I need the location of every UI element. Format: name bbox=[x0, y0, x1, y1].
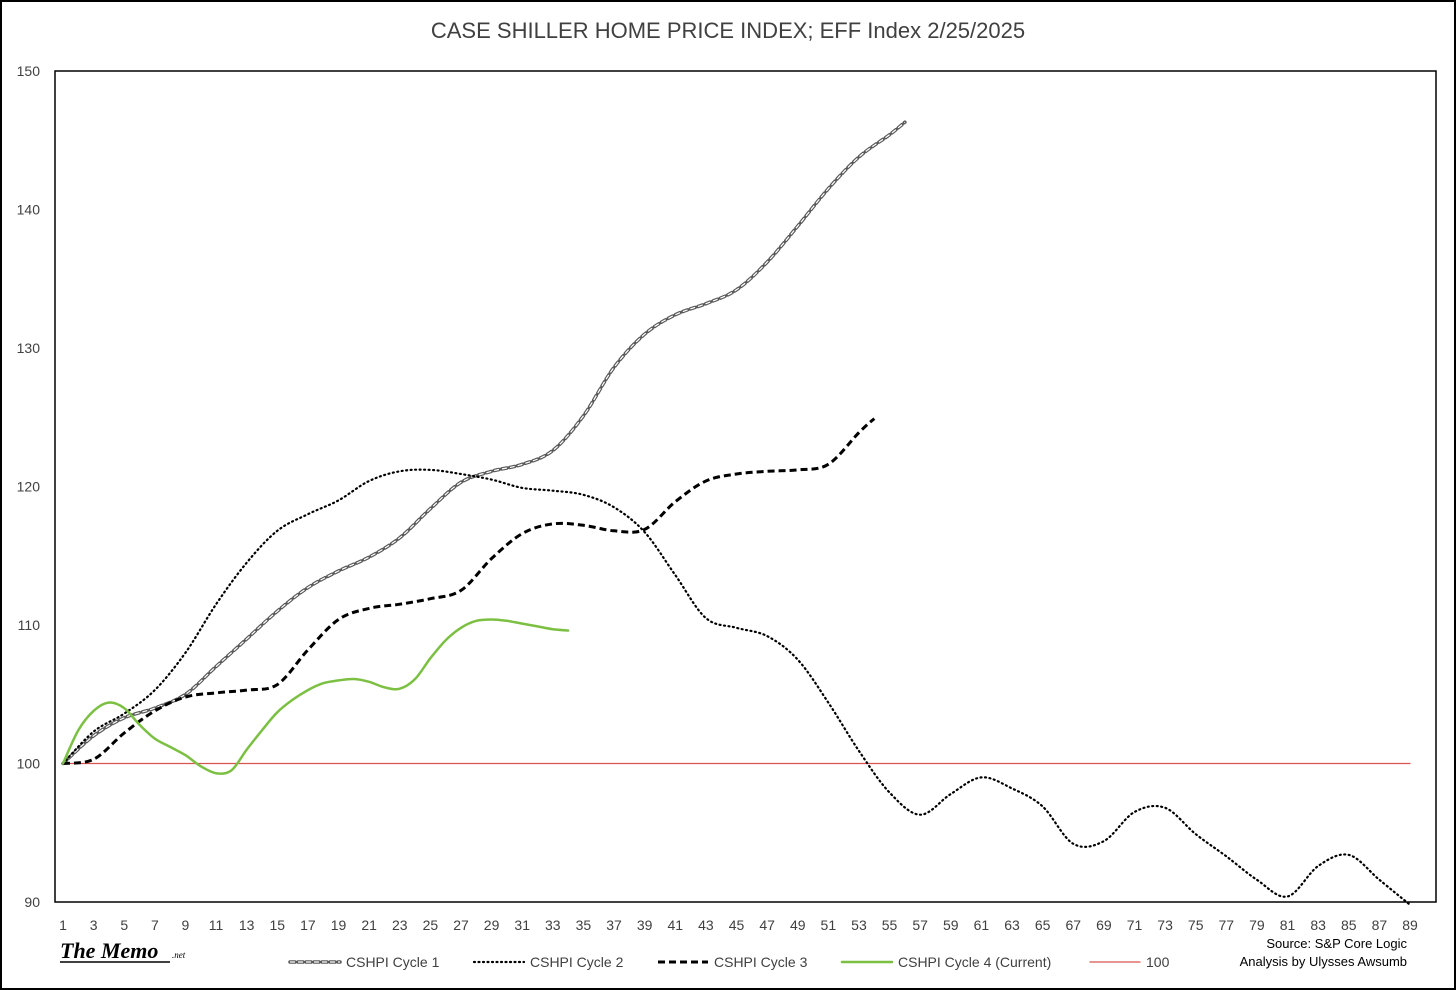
x-tick-label: 87 bbox=[1372, 917, 1388, 933]
x-tick-label: 59 bbox=[943, 917, 959, 933]
x-tick-label: 31 bbox=[514, 917, 530, 933]
x-tick-label: 67 bbox=[1065, 917, 1081, 933]
x-tick-label: 43 bbox=[698, 917, 714, 933]
series-line-cshpi-cycle-1 bbox=[61, 120, 907, 766]
x-tick-label: 1 bbox=[59, 917, 67, 933]
x-tick-label: 45 bbox=[729, 917, 745, 933]
y-tick-label: 140 bbox=[17, 202, 41, 218]
brand-logo-suffix: .net bbox=[172, 950, 186, 960]
x-tick-label: 33 bbox=[545, 917, 561, 933]
y-tick-label: 150 bbox=[17, 63, 41, 79]
analysis-note: Analysis by Ulysses Awsumb bbox=[1240, 954, 1407, 969]
x-tick-label: 21 bbox=[361, 917, 377, 933]
x-tick-label: 41 bbox=[667, 917, 683, 933]
x-tick-label: 13 bbox=[239, 917, 255, 933]
x-tick-label: 9 bbox=[182, 917, 190, 933]
x-tick-label: 85 bbox=[1341, 917, 1357, 933]
plot-area bbox=[54, 70, 1437, 903]
x-tick-label: 83 bbox=[1310, 917, 1326, 933]
x-tick-label: 73 bbox=[1157, 917, 1173, 933]
legend-label-cshpi-cycle-3: CSHPI Cycle 3 bbox=[714, 954, 808, 970]
legend-label-cshpi-cycle-4-current: CSHPI Cycle 4 (Current) bbox=[898, 954, 1051, 970]
x-tick-label: 89 bbox=[1402, 917, 1418, 933]
series-line-cshpi-cycle-2 bbox=[61, 468, 1412, 906]
y-tick-label: 90 bbox=[24, 894, 40, 910]
legend-label-100: 100 bbox=[1146, 954, 1170, 970]
x-tick-label: 5 bbox=[120, 917, 128, 933]
x-axis-ticks: 1 3 5 7 9 11 13 15 17 19 21 23 25 27 29 31 33 35 37 39 41 43 4… bbox=[59, 917, 1418, 933]
x-tick-label: 17 bbox=[300, 917, 316, 933]
x-tick-label: 23 bbox=[392, 917, 408, 933]
x-tick-label: 55 bbox=[882, 917, 898, 933]
series-lines bbox=[61, 120, 1412, 906]
x-tick-label: 25 bbox=[423, 917, 439, 933]
y-axis-ticks: 90 100 110 120 130 140 150 bbox=[17, 63, 41, 910]
series-line-cshpi-cycle-1-inner bbox=[62, 121, 906, 764]
x-tick-label: 19 bbox=[331, 917, 347, 933]
x-tick-label: 47 bbox=[759, 917, 775, 933]
x-tick-label: 77 bbox=[1219, 917, 1235, 933]
x-tick-label: 15 bbox=[270, 917, 286, 933]
x-tick-label: 53 bbox=[851, 917, 867, 933]
x-tick-label: 37 bbox=[606, 917, 622, 933]
source-note: Source: S&P Core Logic bbox=[1266, 936, 1407, 951]
x-tick-label: 3 bbox=[90, 917, 98, 933]
x-tick-label: 39 bbox=[637, 917, 653, 933]
chart-title: CASE SHILLER HOME PRICE INDEX; EFF Index… bbox=[431, 18, 1025, 43]
x-tick-label: 11 bbox=[209, 917, 224, 933]
x-tick-label: 75 bbox=[1188, 917, 1204, 933]
x-tick-label: 69 bbox=[1096, 917, 1112, 933]
brand-logo-main: The Memo bbox=[60, 938, 158, 963]
y-tick-label: 100 bbox=[17, 756, 41, 772]
y-tick-label: 130 bbox=[17, 340, 41, 356]
x-tick-label: 35 bbox=[576, 917, 592, 933]
legend-label-cshpi-cycle-2: CSHPI Cycle 2 bbox=[530, 954, 624, 970]
x-tick-label: 29 bbox=[484, 917, 500, 933]
legend-label-cshpi-cycle-1: CSHPI Cycle 1 bbox=[346, 954, 440, 970]
x-tick-label: 51 bbox=[821, 917, 837, 933]
x-tick-label: 79 bbox=[1249, 917, 1265, 933]
legend: CSHPI Cycle 1 CSHPI Cycle 2 CSHPI Cycle 3 C… bbox=[288, 954, 1170, 970]
x-tick-label: 49 bbox=[790, 917, 806, 933]
x-tick-label: 61 bbox=[974, 917, 990, 933]
y-tick-label: 110 bbox=[18, 617, 41, 633]
series-line-cshpi-cycle-4-current bbox=[61, 618, 570, 775]
x-tick-label: 27 bbox=[453, 917, 469, 933]
x-tick-label: 63 bbox=[1004, 917, 1020, 933]
brand-logo: The Memo .net bbox=[60, 938, 186, 963]
series-line-cshpi-cycle-3 bbox=[62, 417, 876, 765]
x-tick-label: 7 bbox=[151, 917, 159, 933]
x-tick-label: 81 bbox=[1280, 917, 1296, 933]
x-tick-label: 71 bbox=[1127, 917, 1143, 933]
y-tick-label: 120 bbox=[17, 479, 41, 495]
x-tick-label: 65 bbox=[1035, 917, 1051, 933]
x-tick-label: 57 bbox=[912, 917, 928, 933]
